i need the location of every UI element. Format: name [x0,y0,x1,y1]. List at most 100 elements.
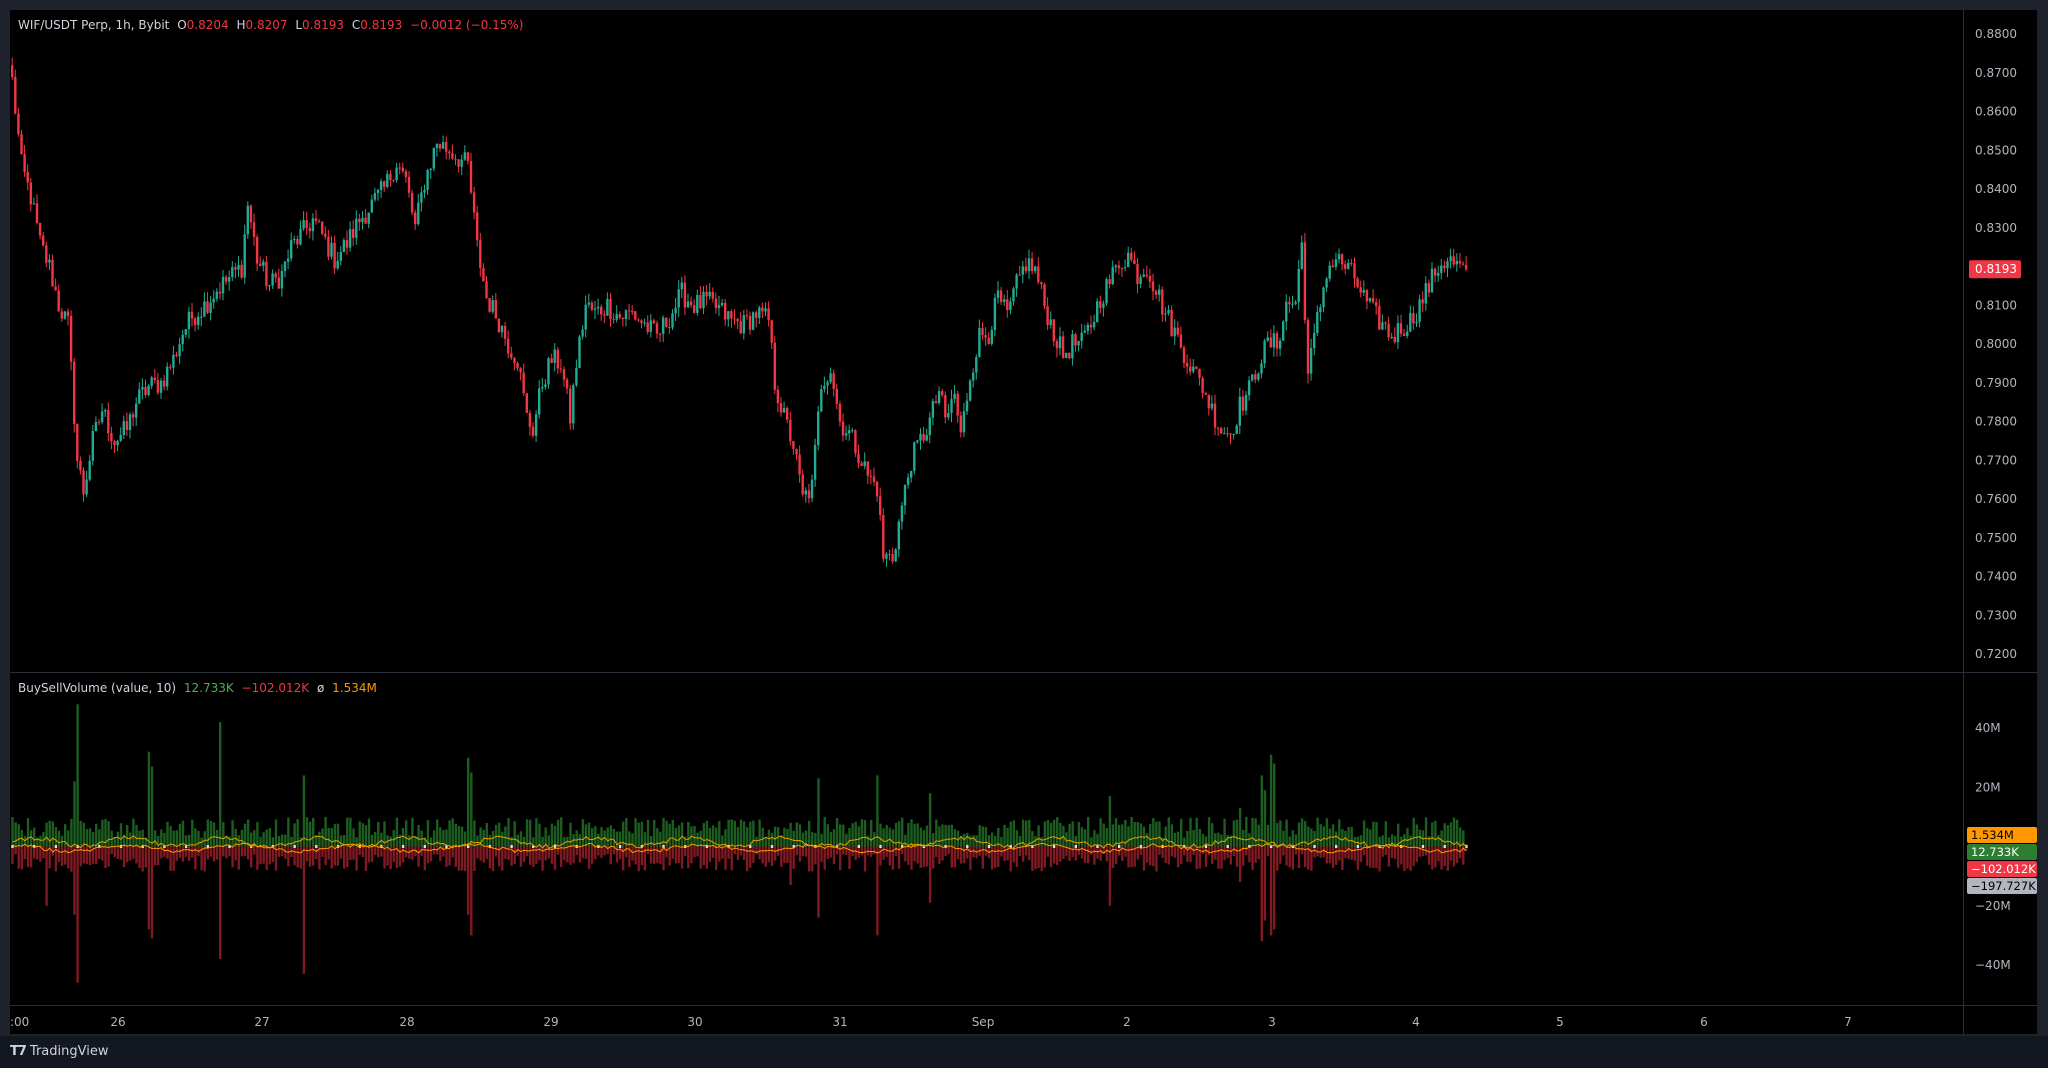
candle [249,204,253,229]
net-volume-badge[interactable]: −197.727K [1967,878,2037,894]
buy-volume-bar [448,820,451,847]
candle [1223,427,1226,435]
sell-volume-badge[interactable]: −102.012K [1967,861,2037,877]
sell-volume-bar [1176,846,1180,868]
sell-volume-bar [1198,846,1201,869]
candle [1371,288,1375,304]
sell-volume-bar [832,846,836,865]
buy-volume-bar [1065,832,1068,847]
buy-volume-bar [1229,835,1232,847]
sell-volume-bar [203,846,206,872]
sell-volume-bar [494,846,498,857]
buy-volume-bar [76,704,79,847]
sell-volume-bar [1025,846,1028,856]
buy-volume-bar [1356,836,1360,847]
buy-volume-bar [113,837,116,847]
sell-volume-bar [240,846,244,857]
net-volume-dot [835,845,839,848]
candle [107,402,110,442]
candle [1173,319,1176,346]
buy-volume-bar [882,828,885,847]
high-label: H [236,18,246,32]
buy-volume-bar [491,830,495,847]
buy-volume-bar [1424,817,1428,847]
candle [773,336,776,394]
time-tick-label: 31 [832,1015,847,1029]
candle [1350,258,1353,267]
candle [20,129,23,155]
sell-volume-bar [1387,846,1391,867]
open-label: O [177,18,187,32]
price-axis[interactable]: 0.8800 0.8700 0.8600 0.8500 0.8400 0.8300 0.81… [1969,27,2021,661]
candle [1325,277,1328,293]
sell-volume-bar [1173,846,1177,858]
sell-volume-bar [1164,846,1167,863]
chart-svg[interactable]: 0.8800 0.8700 0.8600 0.8500 0.8400 0.8300 0.81… [10,10,2037,1034]
buy-volume-bar [1431,822,1434,847]
buy-volume-bar [1313,830,1316,847]
tradingview-logo[interactable]: T7 TradingView [10,1044,108,1059]
buy-volume-bar [1142,826,1146,847]
buy-volume-bar [916,823,919,847]
symbol-label[interactable]: WIF/USDT Perp, 1h, Bybit [18,18,170,32]
buy-volume-bar [742,821,746,847]
time-axis[interactable]: :00 26 27 28 29 30 31 Sep 2 3 4 5 6 7 [10,1015,1852,1029]
buy-volume-badge[interactable]: 12.733K [1967,844,2037,860]
buy-volume-bar [463,831,467,847]
buy-volume-bar [29,830,33,847]
sell-volume-bar [293,846,296,866]
candle [770,319,773,350]
sell-volume-bar [972,846,975,858]
candle [1204,391,1207,396]
candle [922,426,925,444]
candle [823,376,826,393]
net-volume-dot [705,845,709,848]
buy-volume-bar [811,832,814,847]
candle [407,171,411,198]
buy-volume-bar [1341,829,1344,847]
candle [925,428,928,442]
sell-volume-bar [1331,846,1335,868]
buy-volume-bar [925,825,929,847]
buy-volume-bar [141,829,144,847]
volume-axis[interactable]: 40M 20M −20M −40M 1.534M 12.733K −102.012K −197… [1967,721,2037,972]
buy-volume-bar [1322,826,1325,847]
candle [240,259,243,280]
buy-volume-bar [671,819,674,847]
sell-volume-bar [1229,846,1232,865]
volume-badge-label: 1.534M [1971,828,2014,842]
sell-volume-bar [150,846,154,939]
candle [1297,259,1300,311]
sell-volume-bar [166,846,169,859]
buy-volume-bar [144,837,147,847]
candle [593,300,597,320]
candle [190,303,194,327]
buy-volume-bar [439,827,442,847]
buy-volume-bar [370,834,374,847]
buy-volume-bar [994,835,997,847]
buy-volume-bar [529,819,532,847]
candle [1365,288,1369,310]
sell-volume-bar [491,846,495,872]
candle [851,427,854,434]
buy-volume-bar [1285,819,1288,847]
sell-volume-bar [157,846,160,866]
buy-volume-bar [358,821,361,847]
sell-volume-bar [1465,846,1468,851]
sell-volume-bar [451,846,454,858]
buy-volume-bar [122,834,126,847]
net-volume-dot [1118,845,1121,848]
buy-volume-bar [215,829,219,847]
candle [562,366,566,387]
buy-volume-bar [519,831,523,847]
current-price-badge[interactable]: 0.8193 [1969,260,2021,279]
average-volume-badge[interactable]: 1.534M [1967,827,2037,843]
sell-volume-bar [839,846,842,871]
price-tick-label: 0.8100 [1975,298,2017,312]
indicator-name[interactable]: BuySellVolume (value, 10) [18,681,177,695]
sell-volume-bar [997,846,1000,868]
sell-volume-bar [646,846,650,855]
chart-area[interactable]: 0.8800 0.8700 0.8600 0.8500 0.8400 0.8300 0.81… [10,10,2037,1034]
candle [131,411,135,427]
buy-volume-bar [804,830,808,847]
